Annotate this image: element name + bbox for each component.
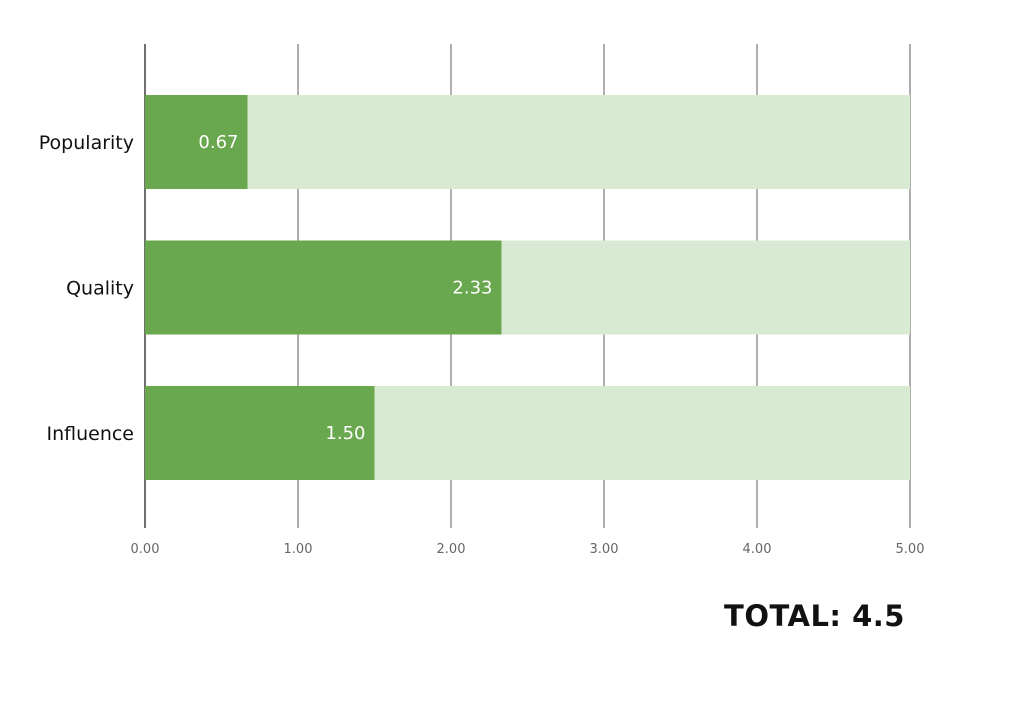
x-tick-label: 0.00 (131, 542, 160, 557)
bars (145, 95, 910, 480)
x-tick-label: 2.00 (437, 542, 466, 557)
bar-remainder (247, 95, 910, 189)
data-label: 1.50 (325, 423, 365, 444)
bar-value (145, 240, 502, 335)
bar-remainder (374, 386, 910, 480)
data-label: 2.33 (452, 278, 492, 299)
category-label: Quality (66, 278, 134, 300)
x-tick-label: 4.00 (743, 542, 772, 557)
bar-value (145, 386, 375, 480)
x-tick-label: 5.00 (896, 542, 925, 557)
x-tick-label: 1.00 (284, 542, 313, 557)
category-label: Popularity (39, 132, 134, 154)
x-tick-label: 3.00 (590, 542, 619, 557)
labels: 0.00 1.00 2.00 3.00 4.00 5.00 Popularity 0.67 Qu… (39, 132, 925, 557)
category-label: Influence (46, 423, 134, 445)
total-score: TOTAL: 4.5 (724, 599, 905, 633)
bar-value (145, 95, 248, 189)
bar-remainder (501, 240, 910, 335)
data-label: 0.67 (198, 132, 238, 153)
